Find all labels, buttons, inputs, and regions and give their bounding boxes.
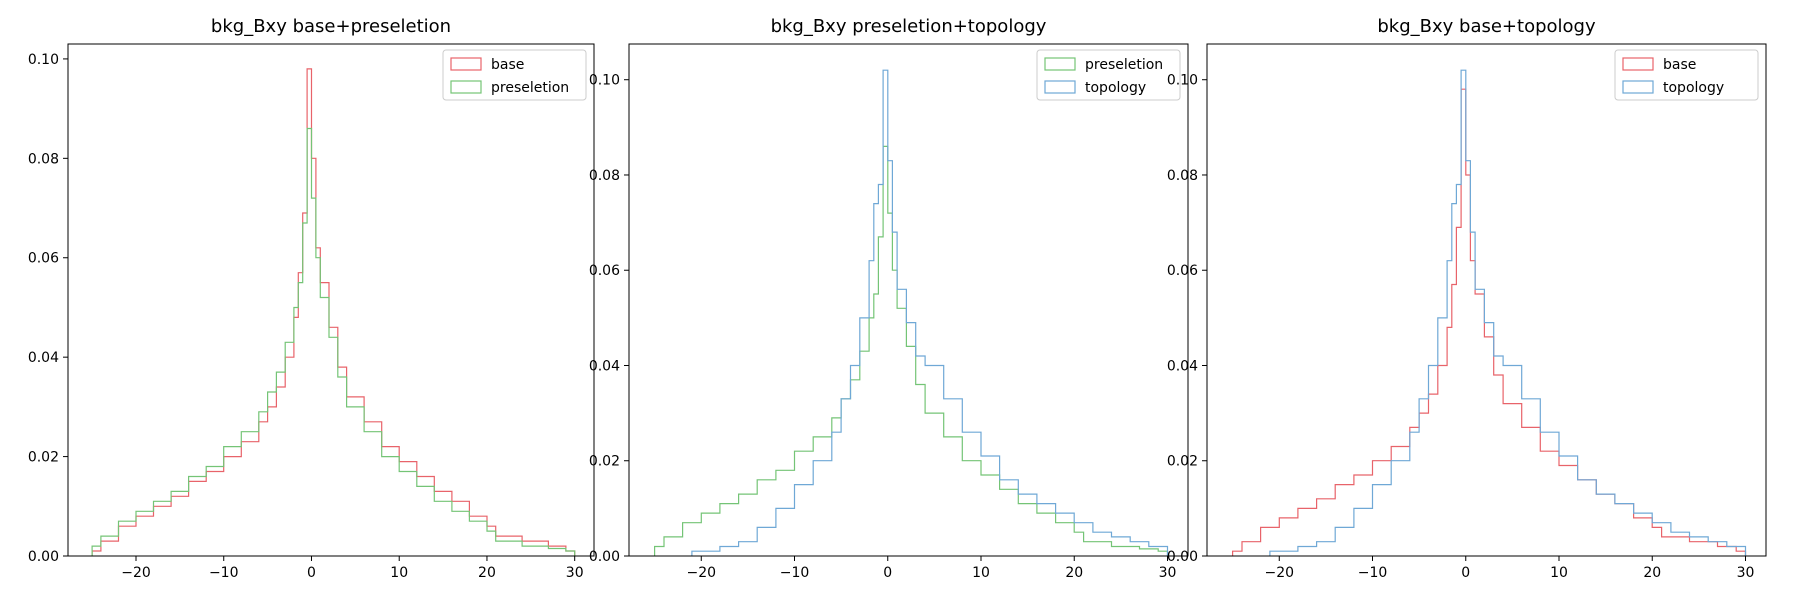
y-tick-label: 0.10 xyxy=(1167,73,1198,89)
hist-series-preseletion xyxy=(654,145,1169,556)
chart-panel-2: bkg_Bxy preseletion+topology −20 −10 0 10 20 3… xyxy=(589,16,1189,581)
x-tick-label: 20 xyxy=(478,565,496,581)
y-tick-label: 0.10 xyxy=(589,73,620,89)
x-tick-label: 0 xyxy=(883,565,892,581)
y-tick-label: 0.08 xyxy=(1167,168,1198,184)
chart-panel-1: bkg_Bxy base+preseletion −20 −10 0 10 20 30 0.0… xyxy=(28,16,595,581)
legend-box xyxy=(1036,49,1181,101)
hist-series-base xyxy=(91,68,576,556)
legend-swatch-base xyxy=(1622,57,1654,71)
y-tick-label: 0.10 xyxy=(28,52,59,68)
legend-swatch-topology xyxy=(1044,80,1076,94)
x-tick-label: −10 xyxy=(780,565,810,581)
y-tick-label: 0.06 xyxy=(589,263,620,279)
x-tick-label: −20 xyxy=(686,565,716,581)
hist-series-topology xyxy=(691,69,1169,556)
hist-series-preseletion xyxy=(91,127,576,556)
x-tick-label: 10 xyxy=(390,565,408,581)
legend-label-base: base xyxy=(1663,57,1696,73)
x-tick-label: −10 xyxy=(1358,565,1388,581)
x-tick-label: −10 xyxy=(209,565,239,581)
legend-label-base: base xyxy=(491,57,524,73)
hist-series-topology xyxy=(1269,69,1747,556)
chart-title: bkg_Bxy preseletion+topology xyxy=(771,16,1047,37)
x-tick-label: 30 xyxy=(1159,565,1177,581)
x-tick-label: −20 xyxy=(121,565,151,581)
legend-box xyxy=(442,49,587,101)
y-tick-label: 0.00 xyxy=(1167,549,1198,565)
legend-label-preseletion: preseletion xyxy=(1085,57,1163,73)
y-tick-label: 0.08 xyxy=(589,168,620,184)
y-tick-label: 0.04 xyxy=(589,358,620,374)
plot-frame xyxy=(1206,43,1767,557)
x-tick-label: 10 xyxy=(1550,565,1568,581)
legend-label-preseletion: preseletion xyxy=(491,80,569,96)
x-tick-label: −20 xyxy=(1264,565,1294,581)
legend-swatch-topology xyxy=(1622,80,1654,94)
y-tick-label: 0.00 xyxy=(28,549,59,565)
chart-title: bkg_Bxy base+preseletion xyxy=(211,16,451,37)
plot-frame xyxy=(628,43,1189,557)
y-tick-label: 0.06 xyxy=(28,251,59,267)
legend-swatch-base xyxy=(450,57,482,71)
legend-swatch-preseletion xyxy=(450,80,482,94)
y-tick-label: 0.02 xyxy=(1167,454,1198,470)
legend-swatch-preseletion xyxy=(1044,57,1076,71)
x-tick-label: 0 xyxy=(1461,565,1470,581)
y-tick-label: 0.04 xyxy=(28,350,59,366)
legend-label-topology: topology xyxy=(1663,80,1724,96)
y-tick-label: 0.02 xyxy=(28,450,59,466)
y-tick-label: 0.00 xyxy=(589,549,620,565)
x-tick-label: 0 xyxy=(307,565,316,581)
chart-title: bkg_Bxy base+topology xyxy=(1377,16,1596,37)
y-tick-label: 0.08 xyxy=(28,151,59,167)
x-tick-label: 10 xyxy=(972,565,990,581)
x-tick-label: 20 xyxy=(1065,565,1083,581)
legend-label-topology: topology xyxy=(1085,80,1146,96)
x-tick-label: 30 xyxy=(1737,565,1755,581)
y-tick-label: 0.06 xyxy=(1167,263,1198,279)
chart-panel-3: bkg_Bxy base+topology −20 −10 0 10 20 30 0.00 0.… xyxy=(1167,16,1767,581)
x-tick-label: 30 xyxy=(566,565,584,581)
y-tick-label: 0.02 xyxy=(589,454,620,470)
y-tick-label: 0.04 xyxy=(1167,358,1198,374)
legend-box xyxy=(1614,49,1759,101)
plot-frame xyxy=(67,43,595,557)
x-tick-label: 20 xyxy=(1643,565,1661,581)
